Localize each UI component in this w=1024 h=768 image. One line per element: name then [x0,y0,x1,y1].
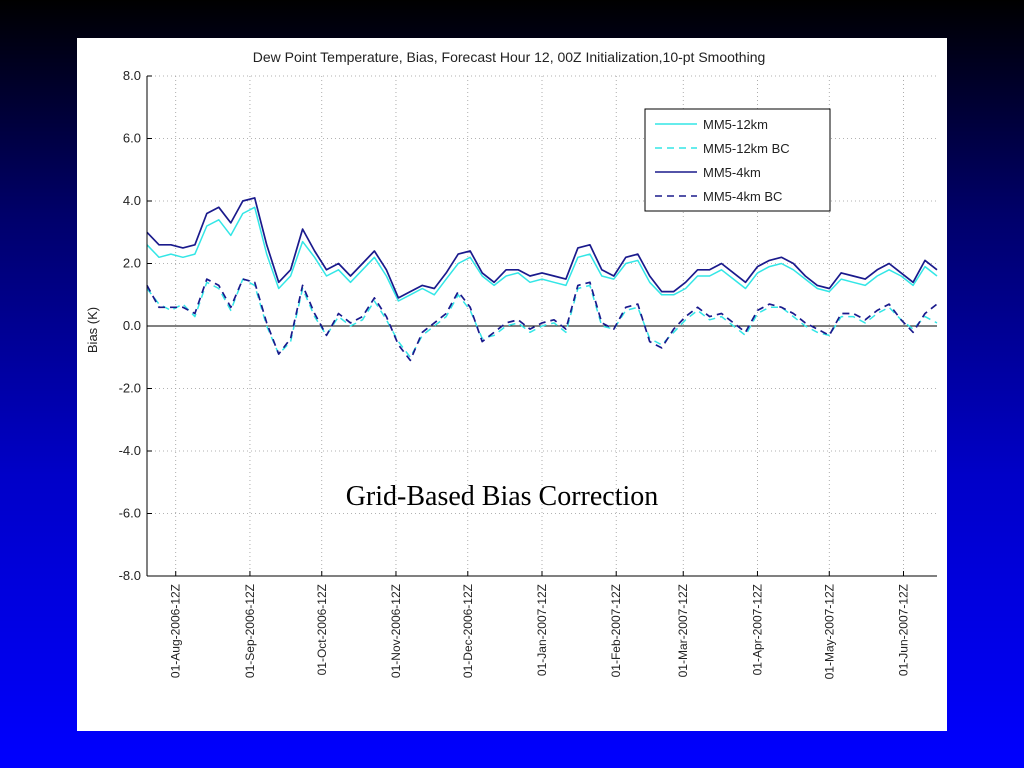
y-tick-label: 2.0 [123,256,141,271]
x-tick-label: 01-Feb-2007-12Z [609,584,623,677]
y-tick-label: -8.0 [119,568,141,583]
x-tick-label: 01-Mar-2007-12Z [676,584,690,677]
x-tick-label: 01-Dec-2006-12Z [461,584,475,678]
series-line-mm5-4km [146,197,938,299]
legend-label-mm5-4km-bc: MM5-4km BC [703,189,782,204]
y-tick-label: -4.0 [119,443,141,458]
x-tick-labels: 01-Aug-2006-12Z 01-Sep-2006-12Z 01-Oct-200… [169,584,911,679]
y-tick-label: 0.0 [123,318,141,333]
gridlines [147,75,937,577]
x-tick-label: 01-Sep-2006-12Z [243,584,257,678]
legend: MM5-12km MM5-12km BC MM5-4km MM5-4km BC [644,108,831,212]
y-tick-label: 8.0 [123,68,141,83]
series-line-mm5-4km-bc [146,278,938,362]
y-axis-label: Bias (K) [85,307,100,353]
chart-title: Dew Point Temperature, Bias, Forecast Ho… [253,49,766,65]
x-tick-label: 01-Apr-2007-12Z [750,584,764,675]
series-line-mm5-12km [146,206,938,302]
y-tick-label: -2.0 [119,381,141,396]
x-tick-label: 01-Jan-2007-12Z [535,584,549,676]
legend-label-mm5-12km-bc: MM5-12km BC [703,141,790,156]
axes [146,76,937,577]
caption: Grid-Based Bias Correction [346,481,659,512]
x-tick-label: 01-Oct-2006-12Z [315,584,329,675]
legend-box [644,108,831,212]
y-tick-labels: 8.0 6.0 4.0 2.0 0.0 -2.0 -4.0 -6.0 -8.0 [119,68,141,583]
bias-chart: 8.0 6.0 4.0 2.0 0.0 -2.0 -4.0 -6.0 -8.0 01-Aug-2… [85,49,938,679]
x-tick-label: 01-Nov-2006-12Z [389,584,403,678]
x-tick-label: 01-Aug-2006-12Z [169,584,183,678]
figure-panel: 8.0 6.0 4.0 2.0 0.0 -2.0 -4.0 -6.0 -8.0 01-Aug-2… [77,38,947,731]
x-tick-label: 01-May-2007-12Z [822,584,836,679]
legend-label-mm5-4km: MM5-4km [703,165,761,180]
y-tick-label: 6.0 [123,131,141,146]
x-tick-label: 01-Jun-2007-12Z [896,584,910,676]
y-tick-label: -6.0 [119,506,141,521]
series-lines [146,197,938,362]
legend-label-mm5-12km: MM5-12km [703,117,768,132]
y-tick-label: 4.0 [123,193,141,208]
